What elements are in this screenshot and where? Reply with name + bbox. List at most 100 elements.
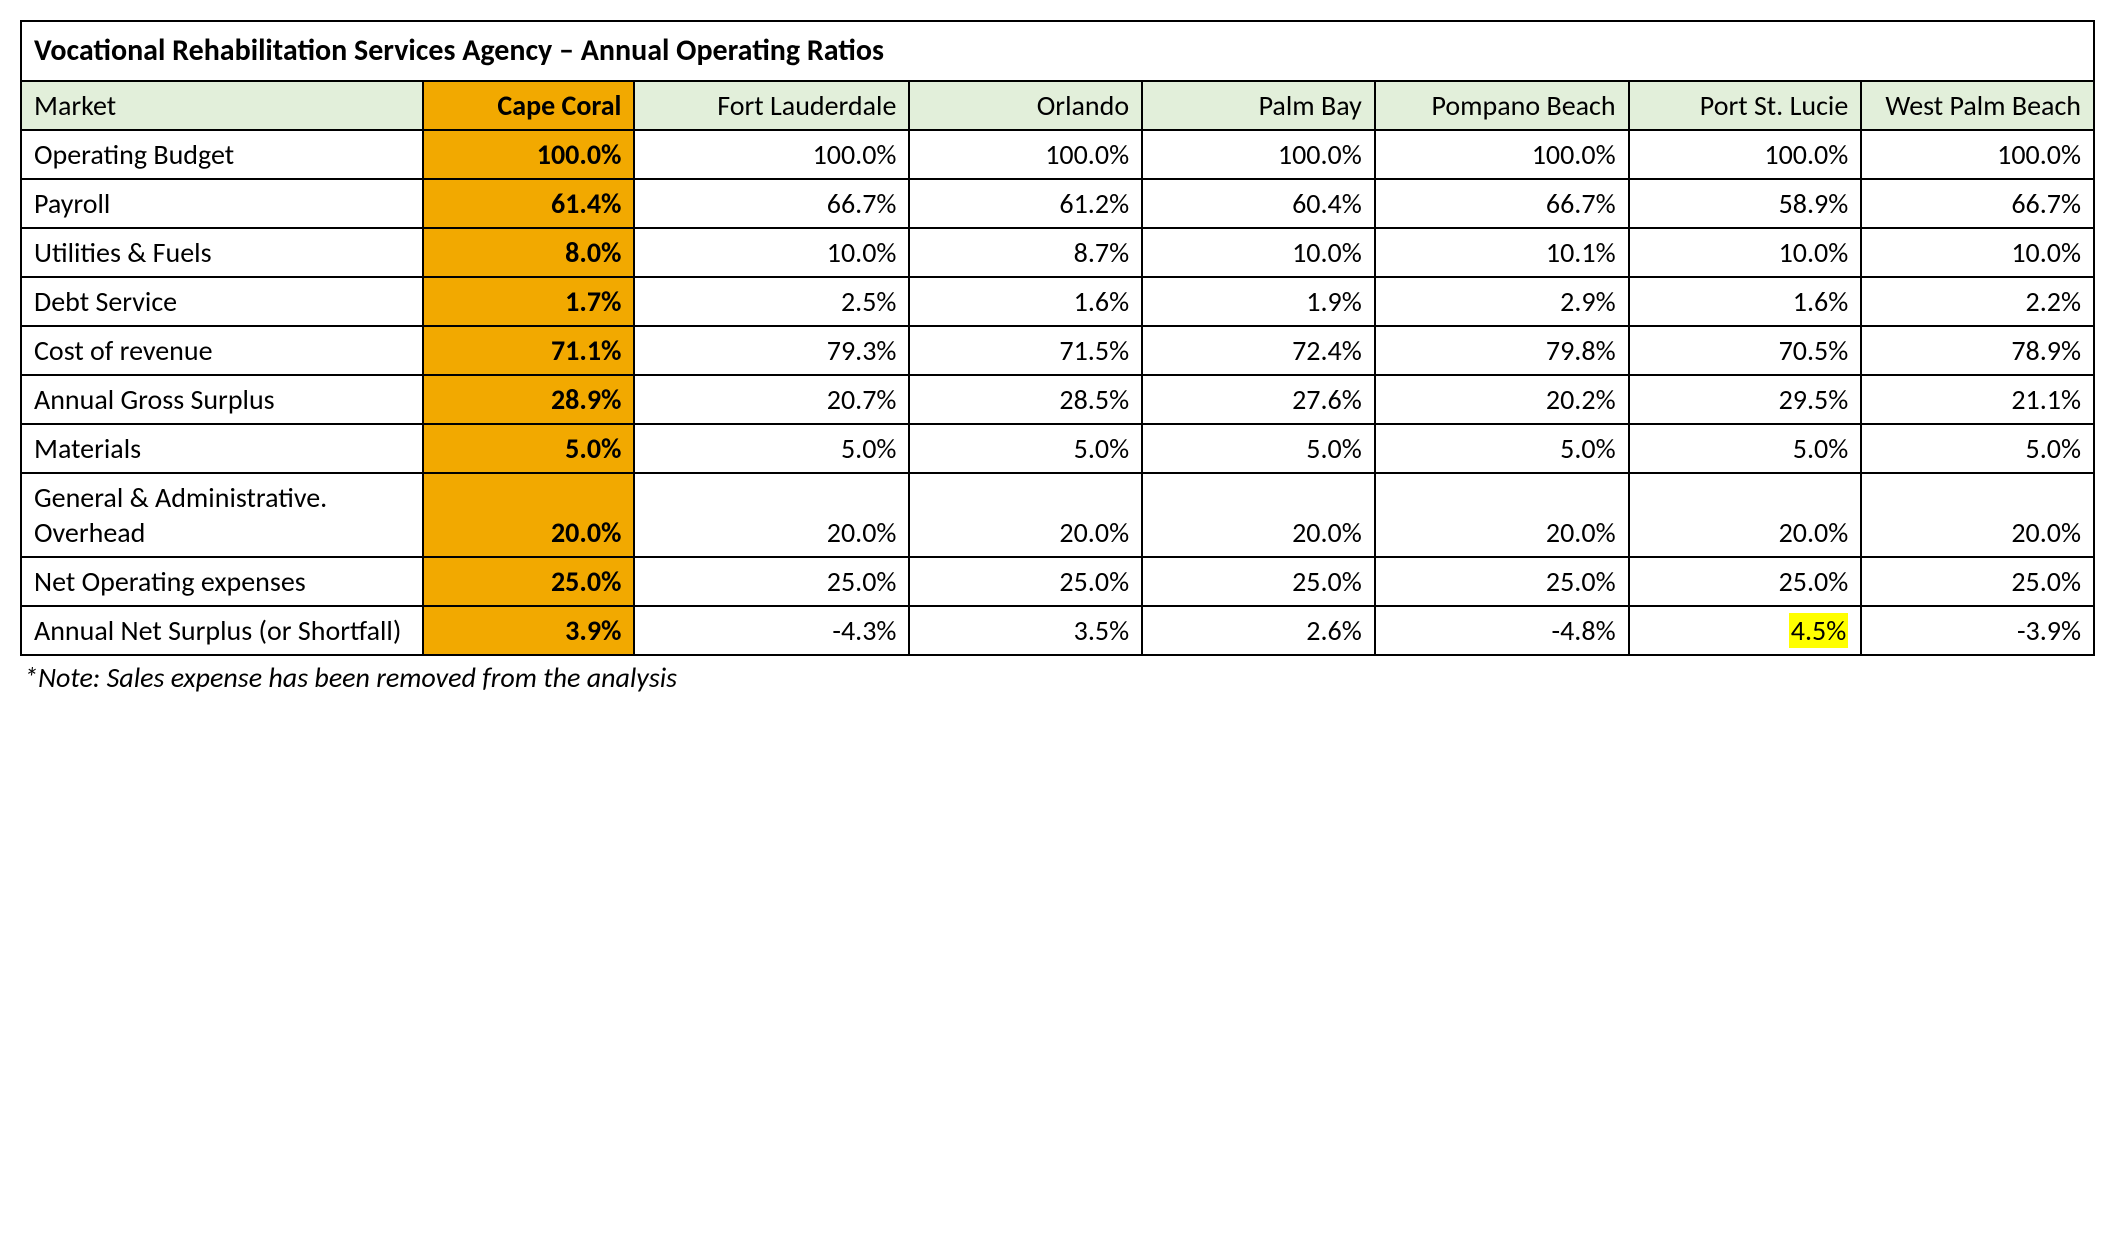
table-cell: 10.0% xyxy=(634,228,909,277)
row-label: Debt Service xyxy=(21,277,423,326)
row-label: Annual Net Surplus (or Shortfall) xyxy=(21,606,423,655)
table-cell: 1.6% xyxy=(1629,277,1862,326)
table-cell: 10.0% xyxy=(1629,228,1862,277)
col-header: Port St. Lucie xyxy=(1629,81,1862,130)
table-row: Debt Service1.7%2.5%1.6%1.9%2.9%1.6%2.2% xyxy=(21,277,2094,326)
col-header: Palm Bay xyxy=(1142,81,1375,130)
table-cell: 5.0% xyxy=(1375,424,1629,473)
table-cell: 5.0% xyxy=(634,424,909,473)
table-cell: 2.6% xyxy=(1142,606,1375,655)
table-cell: 71.5% xyxy=(909,326,1142,375)
row-label: General & Administrative. Overhead xyxy=(21,473,423,557)
table-cell: 2.5% xyxy=(634,277,909,326)
table-row: General & Administrative. Overhead20.0%2… xyxy=(21,473,2094,557)
table-cell: 25.0% xyxy=(909,557,1142,606)
table-cell: 70.5% xyxy=(1629,326,1862,375)
table-cell: -4.8% xyxy=(1375,606,1629,655)
table-row: Net Operating expenses25.0%25.0%25.0%25.… xyxy=(21,557,2094,606)
table-cell: 5.0% xyxy=(1629,424,1862,473)
table-cell: 1.9% xyxy=(1142,277,1375,326)
table-cell: 100.0% xyxy=(1629,130,1862,179)
table-cell: 3.5% xyxy=(909,606,1142,655)
table-cell: 21.1% xyxy=(1861,375,2094,424)
row-label: Utilities & Fuels xyxy=(21,228,423,277)
table-cell: 25.0% xyxy=(634,557,909,606)
table-cell: 66.7% xyxy=(1861,179,2094,228)
row-label: Annual Gross Surplus xyxy=(21,375,423,424)
table-cell: 3.9% xyxy=(423,606,635,655)
table-cell: 20.2% xyxy=(1375,375,1629,424)
table-cell: 1.6% xyxy=(909,277,1142,326)
col-header: Cape Coral xyxy=(423,81,635,130)
table-cell: 20.0% xyxy=(423,473,635,557)
row-label: Payroll xyxy=(21,179,423,228)
table-footnote: *Note: Sales expense has been removed fr… xyxy=(20,660,2095,695)
table-cell: -3.9% xyxy=(1861,606,2094,655)
table-cell: 100.0% xyxy=(1375,130,1629,179)
table-cell: 78.9% xyxy=(1861,326,2094,375)
row-header-label: Market xyxy=(21,81,423,130)
table-cell: -4.3% xyxy=(634,606,909,655)
table-cell: 2.2% xyxy=(1861,277,2094,326)
highlighted-value: 4.5% xyxy=(1789,613,1848,648)
table-cell: 20.0% xyxy=(909,473,1142,557)
table-cell: 10.0% xyxy=(1142,228,1375,277)
table-cell: 58.9% xyxy=(1629,179,1862,228)
table-cell: 5.0% xyxy=(1861,424,2094,473)
table-cell: 100.0% xyxy=(1861,130,2094,179)
col-header: Orlando xyxy=(909,81,1142,130)
table-cell: 100.0% xyxy=(909,130,1142,179)
table-cell: 20.0% xyxy=(1629,473,1862,557)
table-cell: 79.8% xyxy=(1375,326,1629,375)
row-label: Cost of revenue xyxy=(21,326,423,375)
table-cell: 10.0% xyxy=(1861,228,2094,277)
table-body: Operating Budget100.0%100.0%100.0%100.0%… xyxy=(21,130,2094,655)
table-cell: 72.4% xyxy=(1142,326,1375,375)
table-cell: 60.4% xyxy=(1142,179,1375,228)
table-cell: 25.0% xyxy=(1629,557,1862,606)
table-cell: 25.0% xyxy=(1142,557,1375,606)
table-cell: 10.1% xyxy=(1375,228,1629,277)
table-row: Materials5.0%5.0%5.0%5.0%5.0%5.0%5.0% xyxy=(21,424,2094,473)
table-row: Payroll61.4%66.7%61.2%60.4%66.7%58.9%66.… xyxy=(21,179,2094,228)
row-label: Operating Budget xyxy=(21,130,423,179)
operating-ratios-table: Vocational Rehabilitation Services Agenc… xyxy=(20,20,2095,656)
table-cell: 20.0% xyxy=(1861,473,2094,557)
table-cell: 2.9% xyxy=(1375,277,1629,326)
table-cell: 5.0% xyxy=(909,424,1142,473)
table-cell: 1.7% xyxy=(423,277,635,326)
col-header: Pompano Beach xyxy=(1375,81,1629,130)
table-cell: 71.1% xyxy=(423,326,635,375)
table-cell: 100.0% xyxy=(634,130,909,179)
table-row: Annual Gross Surplus28.9%20.7%28.5%27.6%… xyxy=(21,375,2094,424)
table-cell: 61.2% xyxy=(909,179,1142,228)
table-row: Annual Net Surplus (or Shortfall)3.9%-4.… xyxy=(21,606,2094,655)
table-cell: 4.5% xyxy=(1629,606,1862,655)
row-label: Materials xyxy=(21,424,423,473)
table-cell: 8.7% xyxy=(909,228,1142,277)
col-header: West Palm Beach xyxy=(1861,81,2094,130)
table-cell: 29.5% xyxy=(1629,375,1862,424)
table-cell: 5.0% xyxy=(423,424,635,473)
table-cell: 66.7% xyxy=(1375,179,1629,228)
table-header-row: Market Cape Coral Fort Lauderdale Orland… xyxy=(21,81,2094,130)
table-cell: 20.7% xyxy=(634,375,909,424)
col-header: Fort Lauderdale xyxy=(634,81,909,130)
table-row: Operating Budget100.0%100.0%100.0%100.0%… xyxy=(21,130,2094,179)
table-cell: 28.9% xyxy=(423,375,635,424)
table-cell: 27.6% xyxy=(1142,375,1375,424)
table-row: Utilities & Fuels8.0%10.0%8.7%10.0%10.1%… xyxy=(21,228,2094,277)
table-cell: 5.0% xyxy=(1142,424,1375,473)
table-cell: 66.7% xyxy=(634,179,909,228)
table-cell: 8.0% xyxy=(423,228,635,277)
row-label: Net Operating expenses xyxy=(21,557,423,606)
table-cell: 20.0% xyxy=(1142,473,1375,557)
table-cell: 25.0% xyxy=(1861,557,2094,606)
table-cell: 25.0% xyxy=(423,557,635,606)
table-cell: 20.0% xyxy=(634,473,909,557)
table-cell: 20.0% xyxy=(1375,473,1629,557)
table-cell: 25.0% xyxy=(1375,557,1629,606)
table-cell: 61.4% xyxy=(423,179,635,228)
table-cell: 28.5% xyxy=(909,375,1142,424)
table-cell: 100.0% xyxy=(423,130,635,179)
